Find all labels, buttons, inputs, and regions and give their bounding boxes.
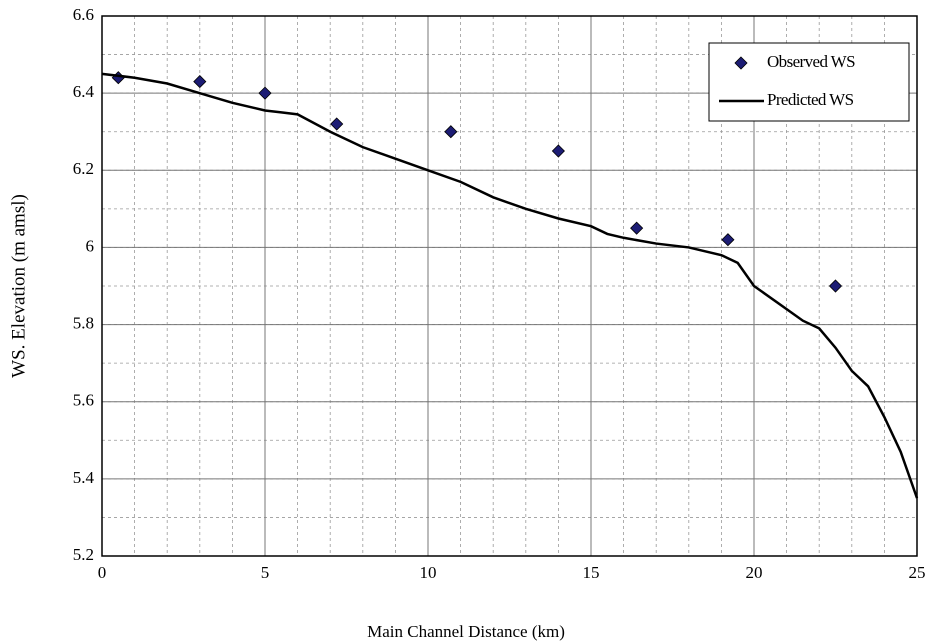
- observed-point: [828, 279, 843, 293]
- plot-frame: [101, 15, 918, 557]
- y-tick-label: 6.2: [73, 159, 94, 178]
- x-tick-label: 10: [420, 563, 437, 582]
- observed-point: [551, 144, 565, 158]
- legend-box: [708, 42, 910, 122]
- observed-point: [630, 221, 644, 235]
- predicted-line: [101, 72, 919, 499]
- x-tick-label: 15: [583, 563, 600, 582]
- y-tick-label: 6.4: [73, 82, 95, 101]
- x-tick-label: 0: [98, 563, 107, 582]
- legend-label: Observed WS: [767, 52, 855, 71]
- observed-point: [193, 75, 207, 89]
- legend-marker: [734, 56, 748, 70]
- observed-point: [444, 125, 458, 139]
- observed-point: [258, 86, 272, 100]
- y-tick-label: 5.2: [73, 545, 94, 564]
- x-axis-title: Main Channel Distance (km): [367, 622, 565, 641]
- y-tick-label: 5.6: [73, 391, 94, 410]
- y-tick-label: 5.4: [73, 468, 95, 487]
- y-axis-title: WS. Elevation (m amsl): [8, 194, 29, 378]
- observed-point: [330, 117, 344, 131]
- x-tick-label: 5: [261, 563, 270, 582]
- observed-point: [721, 233, 735, 247]
- y-tick-label: 6: [86, 236, 95, 255]
- legend-label: Predicted WS: [767, 90, 854, 109]
- x-tick-label: 25: [909, 563, 926, 582]
- observed-point: [111, 71, 125, 85]
- y-tick-label: 5.8: [73, 313, 94, 332]
- y-tick-label: 6.6: [73, 5, 94, 24]
- x-tick-label: 20: [746, 563, 763, 582]
